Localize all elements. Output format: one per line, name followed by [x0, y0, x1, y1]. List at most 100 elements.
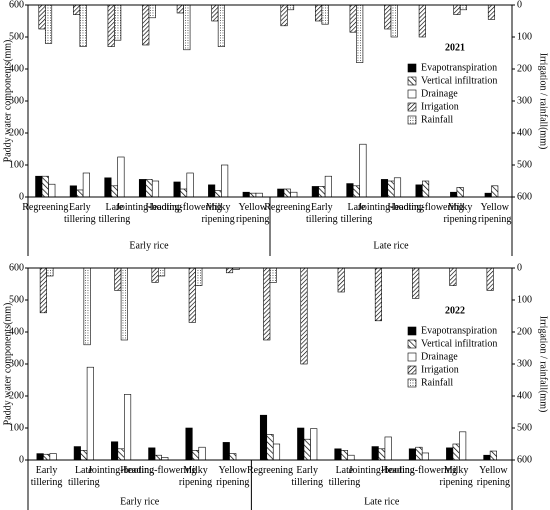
- legend-swatch: [407, 102, 417, 112]
- bar: [104, 177, 112, 198]
- y-tick-label: 500: [9, 31, 24, 42]
- x-tick-label: Heading-flowering: [381, 465, 457, 476]
- legend-label: Drainage: [421, 88, 458, 99]
- bar: [489, 450, 497, 461]
- y-tick-label: 600: [9, 262, 24, 273]
- bar: [421, 452, 429, 461]
- bar: [415, 446, 423, 461]
- y-tick-label: 100: [9, 159, 24, 170]
- y2-tick-label: 0: [517, 262, 522, 273]
- bar: [214, 190, 222, 198]
- y-tick-label: 600: [9, 0, 24, 10]
- bar: [186, 172, 194, 198]
- x-tick-label: Heading-flowering: [146, 202, 222, 213]
- legend-swatch: [407, 76, 417, 86]
- bar: [359, 143, 367, 198]
- y-tick-label: 200: [9, 127, 24, 138]
- bar: [346, 183, 354, 198]
- x-tick-label: Milky ripening: [179, 465, 212, 488]
- bar: [35, 175, 43, 198]
- x-tick-label: Regreening: [247, 465, 293, 476]
- bar: [356, 4, 364, 63]
- bar: [459, 431, 467, 461]
- bar: [49, 453, 57, 461]
- x-tick-label: Early tillering: [306, 202, 338, 225]
- bar: [283, 188, 291, 198]
- bar: [337, 267, 345, 293]
- bar: [347, 454, 355, 461]
- x-tick-label: Milky ripening: [201, 202, 234, 225]
- y2-tick-label: 300: [517, 95, 532, 106]
- bar: [43, 453, 51, 461]
- x-tick-label: Yellow ripening: [216, 465, 249, 488]
- bar: [69, 185, 77, 198]
- y2-tick-label: 600: [517, 454, 532, 465]
- x-tick-label: Jointing-booting: [358, 202, 424, 213]
- x-tick-label: Heading-flowering: [388, 202, 464, 213]
- y-tick-label: 100: [9, 422, 24, 433]
- legend-swatch: [407, 378, 417, 388]
- bar: [124, 394, 132, 461]
- bar: [38, 4, 46, 30]
- legend-label: Evapotranspiration: [421, 325, 497, 336]
- legend-label: Evapotranspiration: [421, 62, 497, 73]
- legend-swatch: [407, 365, 417, 375]
- bar: [138, 179, 147, 198]
- bar: [310, 428, 318, 461]
- bar: [211, 4, 219, 22]
- bar: [387, 180, 395, 198]
- group-label: Late rice: [364, 496, 400, 507]
- bar: [486, 267, 494, 291]
- bar: [36, 453, 44, 461]
- bar: [191, 450, 200, 461]
- y2-tick-label: 200: [517, 63, 532, 74]
- bar: [73, 4, 81, 15]
- bar: [412, 267, 420, 299]
- bar: [79, 4, 87, 47]
- bar: [315, 4, 323, 22]
- y2-tick-label: 100: [517, 294, 532, 305]
- bar: [110, 185, 118, 198]
- x-tick-label: Yellow ripening: [478, 202, 511, 225]
- bar: [300, 267, 308, 365]
- y-axis-title: Paddy water components(mm): [2, 40, 13, 163]
- bar: [340, 450, 349, 461]
- bar: [484, 192, 492, 198]
- bar: [449, 267, 457, 286]
- bar: [142, 4, 150, 46]
- bar: [145, 179, 153, 198]
- bar: [44, 4, 53, 44]
- y2-tick-label: 300: [517, 358, 532, 369]
- bar: [324, 175, 332, 198]
- bar: [384, 4, 392, 30]
- x-tick-label: Late tillering: [99, 202, 131, 225]
- bar: [76, 189, 84, 198]
- x-tick-label: Regreening: [264, 202, 310, 213]
- bar: [487, 4, 496, 20]
- legend-swatch: [407, 326, 417, 336]
- bar: [483, 454, 491, 461]
- bar: [280, 4, 288, 27]
- bar: [415, 184, 423, 198]
- bar: [185, 427, 193, 461]
- bar: [272, 443, 281, 461]
- bar: [453, 4, 461, 15]
- x-tick-label: Milky ripening: [443, 202, 476, 225]
- bar: [371, 446, 379, 461]
- bar: [259, 414, 268, 461]
- bar: [408, 448, 416, 461]
- bar: [303, 438, 311, 461]
- y-tick-label: 0: [19, 454, 24, 465]
- legend-swatch: [407, 115, 417, 125]
- bar: [154, 454, 162, 461]
- bar: [452, 443, 460, 461]
- x-tick-label: Jointing-booting: [88, 465, 154, 476]
- bar: [456, 187, 464, 198]
- bar: [114, 4, 122, 41]
- bar: [390, 4, 398, 38]
- bar: [384, 436, 392, 461]
- legend-swatch: [407, 339, 417, 349]
- bar: [450, 191, 458, 198]
- bar: [380, 179, 389, 198]
